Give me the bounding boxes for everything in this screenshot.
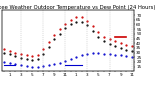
Title: Milwaukee Weather Outdoor Temperature vs Dew Point (24 Hours): Milwaukee Weather Outdoor Temperature vs…	[0, 5, 156, 10]
